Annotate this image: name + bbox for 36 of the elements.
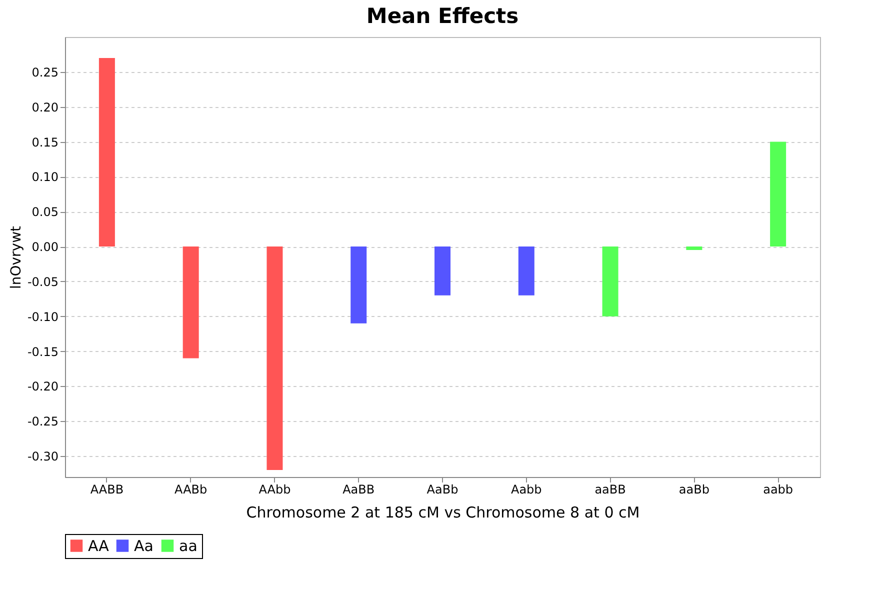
y-tick-label: -0.20 (27, 380, 58, 394)
bar (686, 246, 702, 250)
chart-title: Mean Effects (366, 4, 519, 28)
legend-label: aa (179, 536, 198, 555)
y-tick-label: 0.00 (32, 240, 58, 254)
bar (182, 246, 199, 358)
x-tick-label: AaBB (342, 482, 375, 496)
x-tick-label: aabb (763, 482, 794, 496)
y-tick-label: -0.25 (27, 414, 58, 429)
x-tick-label: AABB (90, 482, 124, 496)
x-tick-label: AaBb (426, 482, 458, 496)
y-tick-label: 0.10 (32, 170, 58, 184)
y-tick-label: 0.20 (32, 100, 58, 114)
y-tick-label: -0.15 (27, 344, 58, 359)
bar (434, 246, 450, 296)
legend-label: Aa (134, 536, 154, 555)
x-axis-title: Chromosome 2 at 185 cM vs Chromosome 8 at 0 cM (246, 504, 640, 522)
y-axis-title: lnOvrywt (8, 225, 24, 290)
bar (98, 58, 115, 247)
bar (350, 246, 367, 324)
x-tick-label: Aabb (510, 482, 542, 496)
bar (266, 246, 283, 470)
y-tick-label: 0.15 (32, 135, 58, 150)
y-tick-label: -0.10 (27, 310, 58, 324)
x-tick-label: AAbb (258, 482, 291, 496)
y-tick-label: -0.05 (27, 274, 58, 289)
bar (602, 246, 618, 316)
bar (518, 246, 534, 296)
x-tick-label: AABb (174, 482, 208, 496)
y-tick-label: 0.25 (32, 65, 58, 80)
y-tick-label: -0.30 (27, 450, 58, 464)
legend-label: AA (88, 536, 110, 555)
y-tick-label: 0.05 (32, 205, 58, 220)
x-tick-label: aaBB (594, 482, 626, 496)
bar (770, 142, 786, 247)
x-tick-label: aaBb (678, 482, 710, 496)
